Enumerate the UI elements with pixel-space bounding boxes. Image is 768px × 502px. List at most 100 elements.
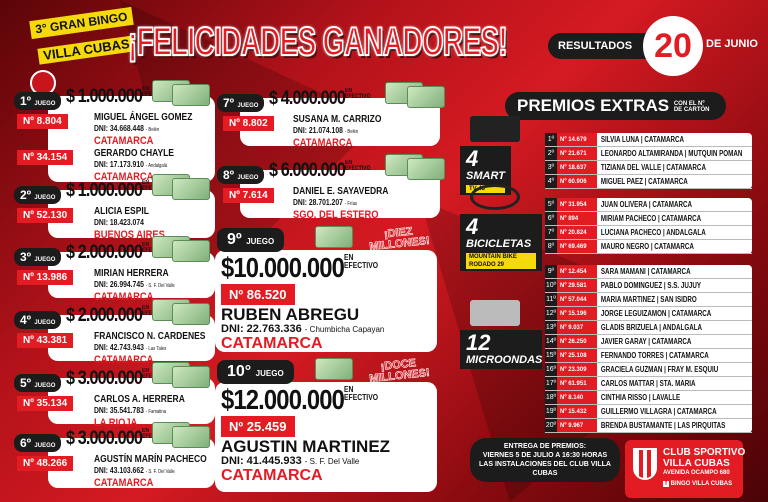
- winner: ALICIA ESPIL DNI: 18.423.074 BUENOS AIRE…: [94, 206, 165, 241]
- winner-dni: DNI: 41.445.933: [221, 455, 302, 467]
- row-ticket: Nº 69.469: [557, 240, 597, 253]
- facebook-link[interactable]: f BINGO VILLA CUBAS: [663, 480, 745, 488]
- table-row: 5º Nº 31.954 JUAN OLIVERA | CATAMARCA: [545, 198, 752, 212]
- extras-title: PREMIOS EXTRAS CON EL Nº DE CARTÓN: [505, 92, 726, 120]
- row-position: 3º: [545, 161, 557, 174]
- winner-province: CATAMARCA: [221, 467, 323, 484]
- table-row: 10º Nº 29.581 PABLO DOMINGUEZ | S.S. JUJUY: [545, 279, 752, 293]
- winner-dni: DNI: 42.743.943: [94, 343, 144, 352]
- cash-label: EFECTIVO: [344, 261, 379, 270]
- row-ticket: Nº 57.044: [557, 293, 597, 306]
- game-label: JUEGO: [34, 257, 56, 263]
- table-row: 7º Nº 20.824 LUCIANA PACHECO | ANDALGALA: [545, 226, 752, 240]
- winner: RUBEN ABREGU DNI: 22.763.336 - Chumbicha…: [221, 305, 384, 352]
- row-ticket: Nº 25.108: [557, 349, 597, 362]
- facebook-icon: f: [663, 481, 669, 487]
- ticket-number: Nº 43.381: [17, 333, 74, 348]
- money-icon: [407, 86, 445, 108]
- winner-locality: - Belén: [344, 129, 359, 135]
- prize-amount-value: $12.000.000: [221, 384, 345, 415]
- money-icon: [407, 158, 445, 180]
- row-ticket: Nº 12.454: [557, 265, 597, 278]
- game-label: JUEGO: [237, 103, 259, 109]
- winner-locality: - Andalgalá: [145, 163, 168, 169]
- row-ticket: Nº 9.967: [557, 419, 597, 432]
- game-badge: 9º JUEGO: [217, 228, 285, 252]
- winner-name: DANIEL E. SAYAVEDRA: [293, 186, 389, 197]
- game-label: JUEGO: [237, 175, 259, 181]
- winner-dni: DNI: 21.074.108: [293, 126, 343, 135]
- row-winner: GRACIELA GUZMAN | FRAY M. ESQUIU: [600, 365, 719, 374]
- row-ticket: Nº 23.309: [557, 363, 597, 376]
- row-ticket: Nº 9.037: [557, 321, 597, 334]
- table-row: 9º Nº 12.454 SARA MAMANI | CATAMARCA: [545, 265, 752, 279]
- club-address: AVENIDA OCAMPO 680: [663, 470, 730, 476]
- game-label: JUEGO: [34, 195, 56, 201]
- row-winner: BRENDA BUSTAMANTE | LAS PIRQUITAS: [600, 421, 726, 430]
- bicycle-icon: [470, 184, 520, 210]
- row-position: 4º: [545, 175, 557, 188]
- game-badge: 8º JUEGO: [217, 166, 265, 184]
- prize-amount-value: $ 6.000.000: [269, 160, 346, 181]
- table-row: 3º Nº 18.637 TIZIANA DEL VALLE | CATAMARCA: [545, 161, 752, 175]
- winner-name: AGUSTÍN MARÍN PACHECO: [94, 454, 207, 465]
- winner-dni: DNI: 18.423.074: [94, 218, 144, 227]
- game-badge: 3º JUEGO: [14, 248, 62, 266]
- winner-locality: - S. F. Del Valle: [145, 469, 175, 475]
- ticket-number: Nº 7.614: [223, 188, 274, 203]
- club-name-1: CLUB SPORTIVO: [663, 447, 746, 458]
- row-position: 15º: [545, 349, 557, 362]
- results-month: DE JUNIO: [706, 38, 758, 50]
- row-winner: LUCIANA PACHECO | ANDALGALA: [600, 228, 706, 237]
- cash-label: EN: [344, 385, 354, 394]
- ticket-number: Nº 8.804: [17, 114, 68, 129]
- winner: DANIEL E. SAYAVEDRA DNI: 28.701.207 - Fr…: [293, 186, 388, 221]
- game-label: JUEGO: [34, 320, 56, 326]
- row-winner: SARA MAMANI | CATAMARCA: [600, 267, 691, 276]
- winner-name: ALICIA ESPIL: [94, 206, 149, 217]
- winner-province: CATAMARCA: [221, 335, 323, 352]
- game-number: 10°: [227, 363, 252, 380]
- prize-amount-value: $ 1.000.000: [66, 86, 143, 107]
- table-row: 16º Nº 23.309 GRACIELA GUZMAN | FRAY M. ES…: [545, 363, 752, 377]
- winner-locality: - Las Tales: [145, 346, 167, 352]
- game-number: 5º: [20, 376, 32, 390]
- row-position: 18º: [545, 391, 557, 404]
- cash-label: EN: [141, 180, 150, 186]
- cash-label: EN: [141, 86, 150, 92]
- row-winner: CINTHIA RISSO | LAVALLE: [600, 393, 681, 402]
- extras-subtitle: CON EL Nº DE CARTÓN: [673, 101, 710, 113]
- delivery-date: VIERNES 5 DE JULIO A 16:30 HORAS: [482, 452, 608, 459]
- money-icon: [172, 240, 210, 262]
- row-position: 8º: [545, 240, 557, 253]
- logo-line1: 3° GRAN BINGO: [29, 6, 134, 40]
- winner: SUSANA M. CARRIZO DNI: 21.074.108 - Belé…: [293, 114, 381, 149]
- game-badge: 4º JUEGO: [14, 311, 62, 329]
- row-position: 16º: [545, 363, 557, 376]
- prize-type-label: 4 BICICLETAS MOUNTAIN BIKE RODADO 29: [460, 214, 542, 271]
- prize-amount-value: $ 3.000.000: [66, 368, 143, 389]
- winner-dni: DNI: 35.541.783: [94, 406, 144, 415]
- prize-amount-value: $ 4.000.000: [269, 88, 346, 109]
- winner-dni: DNI: 34.668.448: [94, 124, 144, 133]
- ticket-number: Nº 13.986: [17, 270, 74, 285]
- winner-name: MIRIAN HERRERA: [94, 268, 169, 279]
- ticket-number: Nº 34.154: [17, 150, 74, 165]
- prize-type: SMART: [466, 170, 505, 182]
- prize-amount-value: $ 1.000.000: [66, 180, 143, 201]
- winner-name: RUBEN ABREGU: [221, 305, 360, 324]
- row-ticket: Nº 18.637: [557, 161, 597, 174]
- game-number: 1º: [20, 94, 32, 108]
- prize-amount-value: $ 2.000.000: [66, 305, 143, 326]
- cash-label: EN: [141, 368, 150, 374]
- row-position: 6º: [545, 212, 557, 225]
- money-icon: [172, 84, 210, 106]
- row-winner: JUAN OLIVERA | CATAMARCA: [600, 200, 692, 209]
- cash-label: EFECTIVO: [344, 393, 379, 402]
- winner-locality: - Frías: [344, 201, 358, 207]
- delivery-place: LAS INSTALACIONES DEL CLUB VILLA CUBAS: [479, 461, 611, 477]
- ticket-number: Nº 86.520: [221, 284, 295, 305]
- money-icon: [315, 226, 353, 248]
- table-row: 13º Nº 9.037 GLADIS BRIZUELA | ANDALGALA: [545, 321, 752, 335]
- row-winner: MAURO NEGRO | CATAMARCA: [600, 242, 694, 251]
